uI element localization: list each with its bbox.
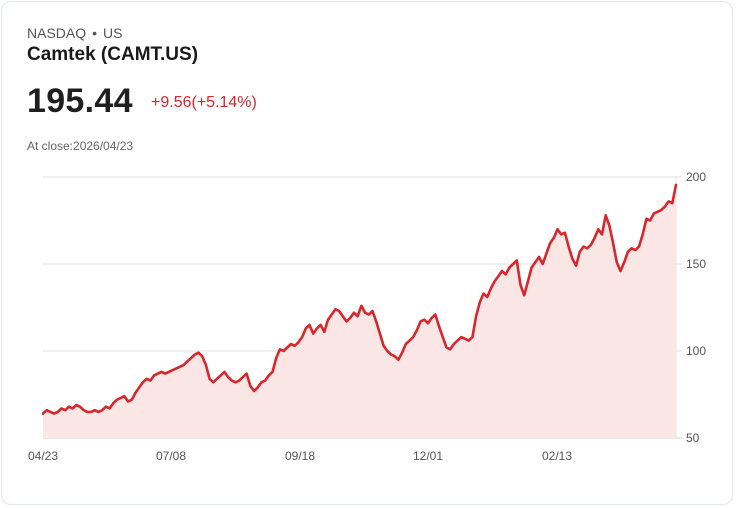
- y-tick-label: 150: [686, 257, 706, 271]
- x-axis-labels: 04/23 07/08 09/18 12/01 02/13: [28, 449, 572, 463]
- x-tick-label: 07/08: [156, 449, 186, 463]
- exchange-line: NASDAQ • US: [27, 25, 122, 41]
- region-label: US: [103, 25, 123, 41]
- exchange-name: NASDAQ: [27, 25, 87, 41]
- x-tick-label: 02/13: [542, 449, 572, 463]
- y-axis-labels: 200 150 100 50: [686, 170, 706, 445]
- y-tick-label: 50: [686, 431, 700, 445]
- x-tick-label: 12/01: [413, 449, 443, 463]
- price-line: [41, 183, 678, 415]
- y-tick-label: 200: [686, 170, 706, 184]
- x-tick-label: 09/18: [285, 449, 315, 463]
- x-tick-label: 04/23: [28, 449, 58, 463]
- stock-title: Camtek (CAMT.US): [27, 44, 199, 65]
- close-date-label: At close:2026/04/23: [27, 139, 134, 153]
- price-change: +9.56(+5.14%): [151, 94, 257, 111]
- current-price: 195.44: [27, 82, 133, 120]
- y-tick-label: 100: [686, 344, 706, 358]
- separator-dot-icon: •: [92, 25, 98, 41]
